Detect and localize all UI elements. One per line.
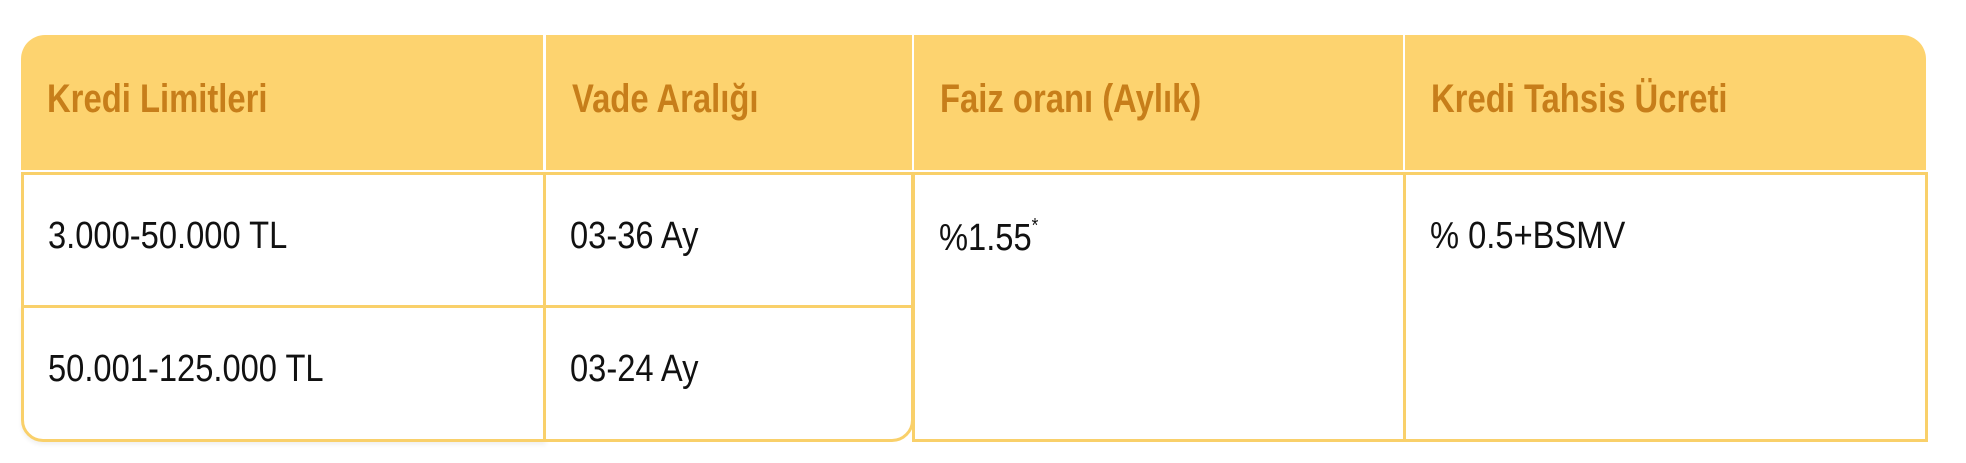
header-kredi-limitleri: Kredi Limitleri (21, 35, 543, 170)
limit-value: 50.001-125.000 TL (48, 348, 324, 390)
table-cell-rate: %1.55* (912, 172, 1406, 442)
rate-value: %1.55* (939, 215, 1038, 260)
table-cell-limit: 3.000-50.000 TL (21, 172, 546, 308)
rate-text: %1.55 (939, 217, 1032, 259)
table-cell-fee: % 0.5+BSMV (1403, 172, 1928, 442)
header-label: Kredi Limitleri (47, 77, 268, 121)
table-cell-limit: 50.001-125.000 TL (21, 305, 546, 442)
header-label: Faiz oranı (Aylık) (940, 77, 1202, 121)
header-kredi-tahsis-ucreti: Kredi Tahsis Ücreti (1405, 35, 1926, 170)
table-cell-term: 03-36 Ay (543, 172, 914, 308)
limit-value: 3.000-50.000 TL (48, 215, 288, 257)
term-value: 03-24 Ay (570, 348, 699, 390)
header-faiz-orani: Faiz oranı (Aylık) (914, 35, 1403, 170)
term-value: 03-36 Ay (570, 215, 699, 257)
header-label: Vade Aralığı (572, 77, 759, 121)
table-cell-term: 03-24 Ay (543, 305, 914, 442)
fee-value: % 0.5+BSMV (1430, 215, 1626, 257)
footnote-mark: * (1031, 215, 1039, 237)
header-vade-araligi: Vade Aralığı (546, 35, 912, 170)
header-label: Kredi Tahsis Ücreti (1431, 77, 1728, 121)
